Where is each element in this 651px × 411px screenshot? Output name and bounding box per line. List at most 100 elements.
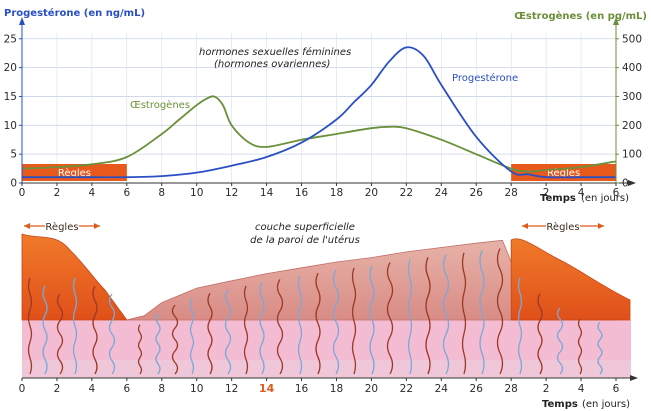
bottom-x-axis-arrow — [630, 375, 638, 381]
progesterone-line — [22, 46, 616, 179]
x-tick-label: 6 — [613, 187, 620, 199]
hormone-chart: Progestérone (en ng/mL) Œstrogènes (en p… — [4, 7, 647, 204]
artery — [315, 272, 321, 375]
vein — [597, 321, 603, 375]
vein — [369, 265, 375, 375]
x-axis-arrow — [628, 180, 636, 186]
vein — [297, 275, 303, 375]
x-tick-label: 0 — [19, 187, 26, 199]
right-tick-label: 0 — [622, 178, 629, 190]
vein — [259, 282, 265, 375]
left-axis-label: Progestérone (en ng/mL) — [4, 7, 145, 19]
x-tick-label: 4 — [578, 187, 585, 199]
left-tick-label: 20 — [4, 62, 17, 74]
regles-arrow-left: Règles — [24, 219, 100, 233]
x-tick-label: 14 — [260, 187, 274, 199]
x-tick-label: 18 — [330, 187, 343, 199]
regles-mass-right — [510, 238, 631, 321]
bottom-x-tick-label: 0 — [19, 383, 26, 395]
bottom-x-tick-label: 16 — [295, 383, 309, 395]
artery — [496, 248, 504, 375]
bottom-x-tick-label: 20 — [365, 383, 378, 395]
regles-label-left: Règles — [45, 221, 78, 233]
artery — [276, 279, 284, 375]
lining-title-box — [238, 216, 372, 248]
regles-arrow-right: Règles — [522, 219, 604, 233]
bottom-x-tick-label: 28 — [504, 383, 517, 395]
bottom-x-tick-label: 14 — [259, 382, 275, 395]
bottom-axis — [22, 375, 638, 381]
x-tick-label: 28 — [504, 187, 517, 199]
bottom-x-tick-label: 26 — [470, 383, 484, 395]
x-tick-label: 26 — [470, 187, 484, 199]
x-tick-label: 4 — [89, 187, 96, 199]
regles-bars: Règles Règles — [22, 164, 616, 181]
right-tick-label: 200 — [622, 120, 642, 132]
grid — [21, 33, 617, 184]
left-tick-label: 15 — [4, 91, 17, 103]
bottom-x-tick-label: 12 — [225, 383, 238, 395]
hormones-annotation-line1: hormones sexuelles féminines — [199, 46, 351, 58]
regles-mass-left — [21, 233, 128, 321]
deep-layer — [22, 360, 631, 378]
x-axis-title: Temps — [540, 193, 576, 204]
right-axis-arrow — [613, 17, 619, 25]
bottom-x-axis-unit: (en jours) — [582, 399, 630, 410]
artery — [171, 304, 179, 375]
bottom-x-tick-label: 4 — [578, 383, 585, 395]
artery — [461, 252, 467, 375]
progesterone-series-label: Progestérone — [452, 72, 518, 84]
x-tick-label: 22 — [400, 187, 413, 199]
vein — [189, 297, 195, 375]
bottom-x-tick-label: 6 — [613, 383, 620, 395]
x-tick-label: 16 — [295, 187, 309, 199]
bottom-x-tick-label: 18 — [330, 383, 343, 395]
bottom-x-tick-label: 8 — [158, 383, 165, 395]
x-axis-unit: (en jours) — [581, 193, 629, 204]
blood-vessels — [27, 248, 603, 375]
x-tick-label: 2 — [543, 187, 550, 199]
x-tick-label: 8 — [158, 187, 165, 199]
bottom-x-tick-label: 24 — [435, 383, 449, 395]
uterus-lining-diagram: Règles Règles couche superficielle de la… — [19, 216, 638, 410]
right-tick-label: 500 — [622, 33, 642, 45]
regles-bar-label: Règles — [58, 167, 91, 179]
vein — [108, 293, 116, 375]
right-tick-label: 400 — [622, 62, 642, 74]
x-tick-label: 2 — [54, 187, 61, 199]
left-tick-label: 5 — [10, 149, 17, 161]
bottom-x-tick-label: 6 — [123, 383, 130, 395]
bottom-x-tick-label: 10 — [190, 383, 203, 395]
lining-title-line2: de la paroi de l'utérus — [250, 234, 360, 246]
x-tick-label: 20 — [365, 187, 378, 199]
x-tick-label: 6 — [123, 187, 130, 199]
artery — [56, 293, 64, 375]
artery — [207, 292, 213, 375]
bottom-x-tick-label: 2 — [543, 383, 550, 395]
vein — [442, 254, 450, 375]
estrogen-line — [21, 95, 617, 173]
bottom-tick-labels: 0 2 4 6 8 10 12 14 16 18 20 22 24 26 28 2 4 6 — [19, 378, 620, 395]
x-tick-label: 12 — [225, 187, 238, 199]
bottom-x-axis-title: Temps — [542, 399, 578, 410]
vein — [72, 277, 78, 375]
artery — [386, 262, 394, 375]
left-tick-label: 25 — [4, 33, 17, 45]
axes — [19, 17, 636, 186]
x-tick-label: 10 — [190, 187, 203, 199]
artery — [27, 277, 33, 375]
hormones-annotation-line2: (hormones ovariennes) — [214, 59, 330, 70]
right-tick-label: 300 — [622, 91, 642, 103]
artery — [92, 285, 98, 375]
vein — [517, 277, 523, 375]
lining-title-line1: couche superficielle — [255, 222, 355, 233]
artery — [351, 267, 357, 375]
bottom-x-tick-label: 22 — [400, 383, 413, 395]
left-axis-arrow — [19, 17, 25, 25]
right-tick-label: 100 — [622, 149, 642, 161]
vein — [224, 289, 232, 375]
artery — [537, 293, 543, 375]
bottom-x-tick-label: 4 — [89, 383, 96, 395]
